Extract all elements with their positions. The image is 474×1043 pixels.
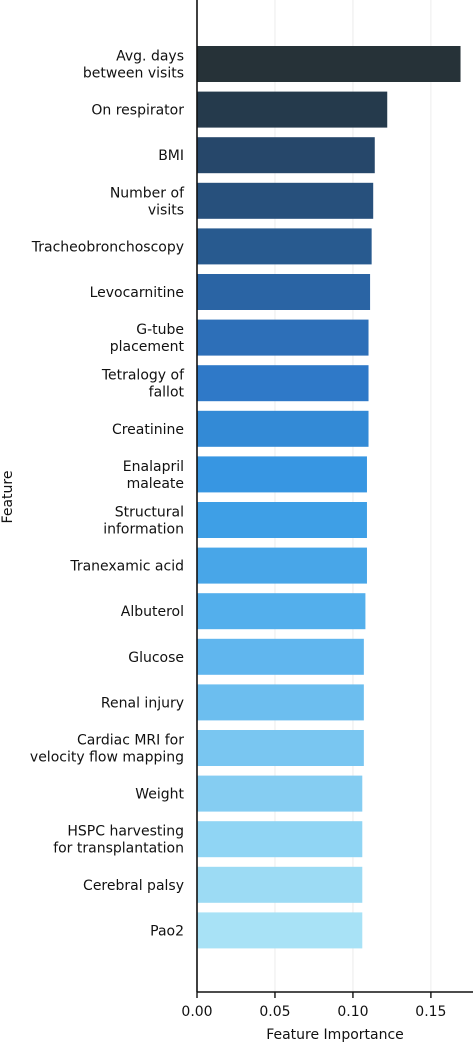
bar-7 bbox=[197, 365, 369, 402]
bar-6 bbox=[197, 319, 369, 356]
category-label-9-line-1: maleate bbox=[127, 476, 184, 492]
category-label-5: Levocarnitine bbox=[90, 285, 184, 301]
axes bbox=[196, 0, 473, 993]
x-axis-title: Feature Importance bbox=[266, 1027, 404, 1043]
bar-14 bbox=[197, 684, 364, 721]
bar-5 bbox=[197, 274, 371, 310]
category-label-4: Tracheobronchoscopy bbox=[31, 239, 184, 255]
x-tick-label-2: 0.10 bbox=[337, 1004, 368, 1020]
category-label-16: Weight bbox=[135, 787, 184, 803]
category-label-14: Renal injury bbox=[101, 695, 184, 711]
category-label-3-line-0: Number of bbox=[110, 185, 185, 201]
bar-18 bbox=[197, 866, 363, 903]
category-label-10-line-1: information bbox=[103, 522, 184, 538]
category-label-6-line-1: placement bbox=[110, 339, 185, 355]
bar-10 bbox=[197, 502, 367, 538]
category-label-15-line-1: velocity flow mapping bbox=[30, 750, 184, 766]
category-label-6-line-0: G-tube bbox=[136, 322, 184, 338]
category-label-13: Glucose bbox=[128, 650, 184, 666]
bar-1 bbox=[197, 91, 388, 128]
category-label-7-line-1: fallot bbox=[149, 385, 185, 401]
x-ticks: 0.00 0.05 0.10 0.15 bbox=[181, 992, 446, 1020]
bar-19 bbox=[197, 912, 363, 949]
bar-17 bbox=[197, 821, 363, 858]
category-label-8: Creatinine bbox=[112, 422, 184, 438]
category-label-19: Pao2 bbox=[150, 923, 184, 939]
y-axis-title: Feature bbox=[0, 471, 16, 524]
category-label-15-line-0: Cardiac MRI for bbox=[77, 733, 184, 749]
bar-2 bbox=[197, 137, 375, 174]
bar-4 bbox=[197, 228, 372, 265]
bar-0 bbox=[197, 46, 461, 82]
bars bbox=[197, 46, 461, 949]
x-tick-label-1: 0.05 bbox=[259, 1004, 290, 1020]
category-label-7-line-0: Tetralogy of bbox=[101, 368, 185, 384]
bar-13 bbox=[197, 638, 364, 675]
bar-3 bbox=[197, 182, 374, 219]
category-label-9-line-0: Enalapril bbox=[123, 459, 184, 475]
category-label-12: Albuterol bbox=[121, 604, 184, 620]
bar-8 bbox=[197, 410, 369, 447]
bar-12 bbox=[197, 593, 366, 630]
bar-15 bbox=[197, 730, 364, 766]
category-label-17-line-1: for transplantation bbox=[53, 841, 184, 857]
category-label-0-line-1: between visits bbox=[83, 66, 184, 82]
bar-16 bbox=[197, 775, 363, 812]
category-label-0-line-0: Avg. days bbox=[116, 49, 184, 65]
x-tick-label-0: 0.00 bbox=[181, 1004, 212, 1020]
category-label-1: On respirator bbox=[91, 103, 184, 119]
bar-9 bbox=[197, 456, 367, 493]
bar-11 bbox=[197, 547, 367, 584]
x-tick-label-3: 0.15 bbox=[415, 1004, 446, 1020]
category-label-11: Tranexamic acid bbox=[69, 559, 184, 575]
category-label-2: BMI bbox=[158, 148, 184, 164]
category-label-3-line-1: visits bbox=[148, 202, 184, 218]
category-label-18: Cerebral palsy bbox=[83, 878, 184, 894]
category-label-17-line-0: HSPC harvesting bbox=[67, 824, 184, 840]
category-label-10-line-0: Structural bbox=[115, 505, 184, 521]
